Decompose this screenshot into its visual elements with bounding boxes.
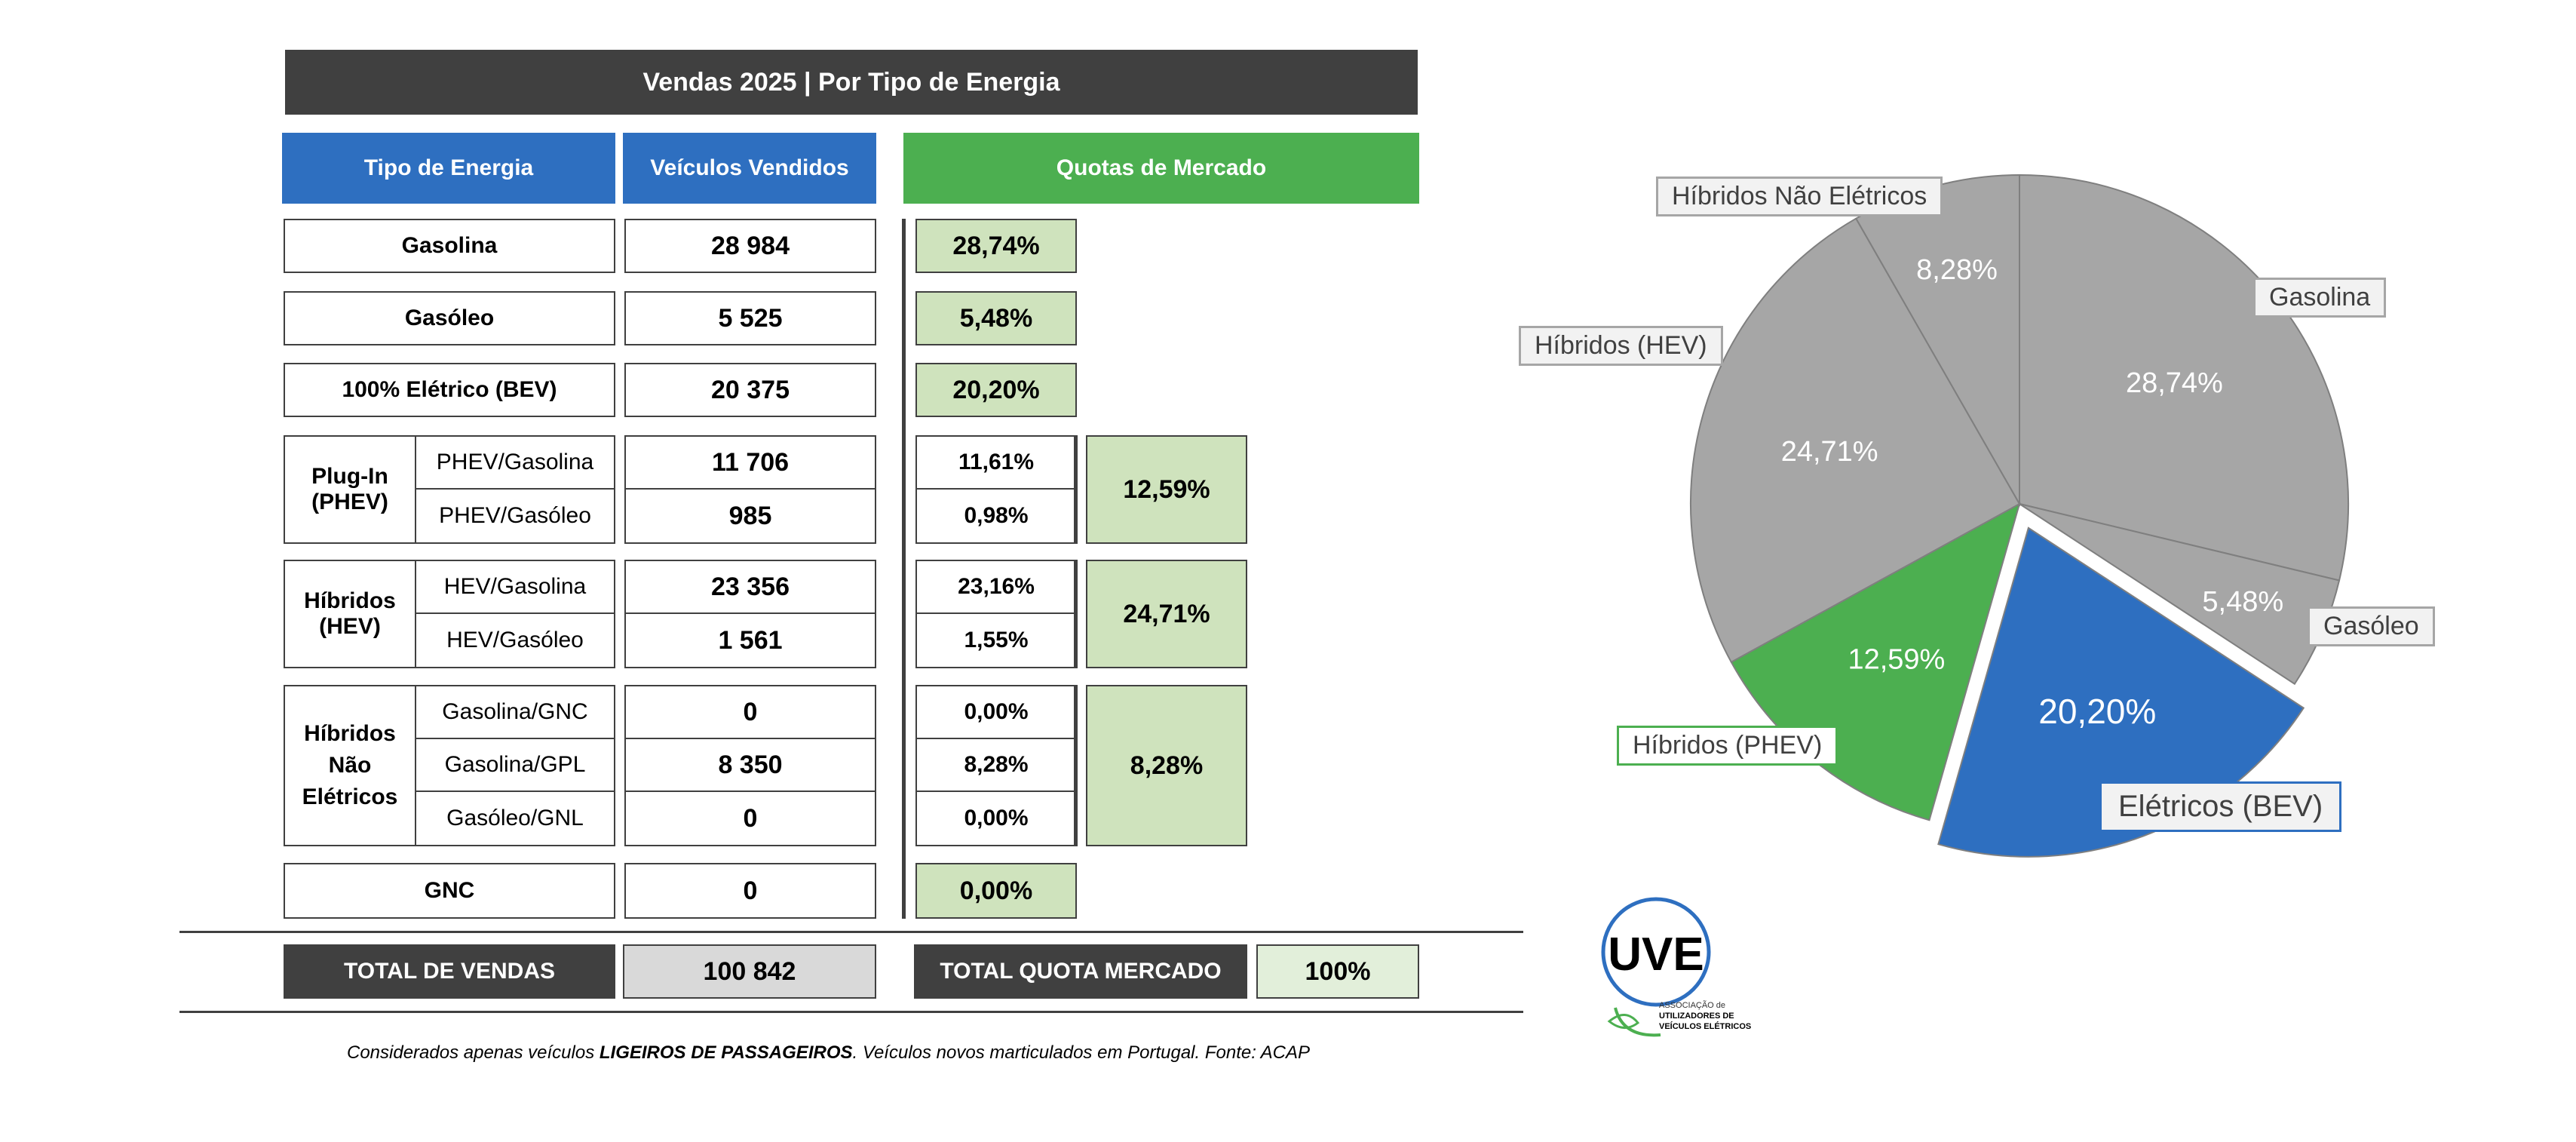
hev-bracket-line	[1074, 560, 1078, 668]
group-label-hne: Híbridos Não Elétricos	[284, 685, 416, 846]
sub-value-hev-gasolina: 23 356	[624, 560, 876, 614]
row-label-gnc: GNC	[284, 863, 615, 919]
header-tipo-energia: Tipo de Energia	[282, 133, 615, 204]
pie-slice-h-bridos-hev-	[1690, 217, 2021, 664]
group-label-phev: Plug-In (PHEV)	[284, 435, 416, 544]
footnote: Considerados apenas veículos LIGEIROS DE…	[347, 1042, 1310, 1064]
sub-value-hev-gasoleo: 1 561	[624, 612, 876, 668]
row-value-gasoleo: 5 525	[624, 291, 876, 345]
uve-logo-text: UVE	[1608, 929, 1704, 981]
total-quota-label: TOTAL QUOTA MERCADO	[914, 944, 1247, 999]
sub-pct-hev-gasoleo: 1,55%	[915, 612, 1077, 668]
pie-data-label: 20,20%	[2038, 692, 2156, 731]
sub-label-hne-gasoleo-gnl: Gasóleo/GNL	[415, 790, 615, 846]
header-quotas-mercado: Quotas de Mercado	[903, 133, 1419, 204]
row-pct-gnc: 0,00%	[915, 863, 1077, 919]
sub-label-hev-gasoleo: HEV/Gasóleo	[415, 612, 615, 668]
row-pct-gasoleo: 5,48%	[915, 291, 1077, 345]
legend-label-hibridos-nao-eletricos: Híbridos Não Elétricos	[1656, 177, 1943, 216]
footnote-bold: LIGEIROS DE PASSAGEIROS	[599, 1042, 853, 1063]
total-vendas-label: TOTAL DE VENDAS	[284, 944, 615, 999]
hne-bracket-line	[1074, 685, 1078, 846]
group-label-hev: Híbridos (HEV)	[284, 560, 416, 668]
total-vendas-value: 100 842	[623, 944, 876, 999]
table-title: Vendas 2025 | Por Tipo de Energia	[285, 50, 1418, 115]
sub-value-hne-gasolina-gpl: 8 350	[624, 738, 876, 792]
group-total-hne: 8,28%	[1086, 685, 1247, 846]
sub-label-phev-gasoleo: PHEV/Gasóleo	[415, 488, 615, 544]
pie-data-label: 28,74%	[2126, 367, 2223, 399]
row-label-bev: 100% Elétrico (BEV)	[284, 363, 615, 417]
phev-bracket-line	[1074, 435, 1078, 544]
uve-logo: UVE ASSOCIAÇÃO de UTILIZADORES DE VEÍCUL…	[1593, 895, 1759, 1045]
total-quota-value: 100%	[1256, 944, 1419, 999]
sub-label-hev-gasolina: HEV/Gasolina	[415, 560, 615, 614]
uve-logo-mark: UVE ASSOCIAÇÃO de UTILIZADORES DE VEÍCUL…	[1601, 897, 1751, 1037]
legend-label-hibridos-hev: Híbridos (HEV)	[1519, 326, 1723, 366]
totals-top-rule	[179, 931, 1523, 933]
pie-data-label: 8,28%	[1916, 254, 1998, 286]
group-total-phev: 12,59%	[1086, 435, 1247, 544]
uve-logo-sub1: ASSOCIAÇÃO de	[1659, 1000, 1725, 1010]
pie-data-label: 12,59%	[1848, 644, 1945, 676]
pie-slice-el-tricos-bev-	[1937, 526, 2305, 858]
row-pct-gasolina: 28,74%	[915, 219, 1077, 273]
row-value-gnc: 0	[624, 863, 876, 919]
uve-logo-sub2: UTILIZADORES DE	[1659, 1012, 1734, 1021]
sub-value-phev-gasoleo: 985	[624, 488, 876, 544]
quota-separator-line	[902, 219, 906, 919]
legend-label-eletricos-bev: Elétricos (BEV)	[2099, 781, 2342, 832]
row-value-bev: 20 375	[624, 363, 876, 417]
sub-value-hne-gasoleo-gnl: 0	[624, 790, 876, 846]
header-veiculos-vendidos: Veículos Vendidos	[623, 133, 876, 204]
pie-data-label: 5,48%	[2202, 586, 2283, 618]
sub-value-hne-gasolina-gnc: 0	[624, 685, 876, 739]
row-pct-bev: 20,20%	[915, 363, 1077, 417]
row-value-gasolina: 28 984	[624, 219, 876, 273]
totals-bottom-rule	[179, 1011, 1523, 1013]
sub-label-hne-gasolina-gnc: Gasolina/GNC	[415, 685, 615, 739]
footnote-pre: Considerados apenas veículos	[347, 1042, 600, 1063]
uve-logo-sub3: VEÍCULOS ELÉTRICOS	[1659, 1021, 1751, 1031]
sub-label-hne-gasolina-gpl: Gasolina/GPL	[415, 738, 615, 792]
row-label-gasolina: Gasolina	[284, 219, 615, 273]
group-total-hev: 24,71%	[1086, 560, 1247, 668]
legend-label-gasolina: Gasolina	[2253, 278, 2387, 318]
footnote-post: . Veículos novos marticulados em Portuga…	[852, 1042, 1311, 1063]
row-label-gasoleo: Gasóleo	[284, 291, 615, 345]
pie-data-label: 24,71%	[1781, 436, 1878, 468]
legend-label-hibridos-phev: Híbridos (PHEV)	[1617, 726, 1838, 766]
sub-pct-hne-gasoleo-gnl: 0,00%	[915, 790, 1077, 846]
legend-label-gasoleo: Gasóleo	[2308, 606, 2435, 646]
